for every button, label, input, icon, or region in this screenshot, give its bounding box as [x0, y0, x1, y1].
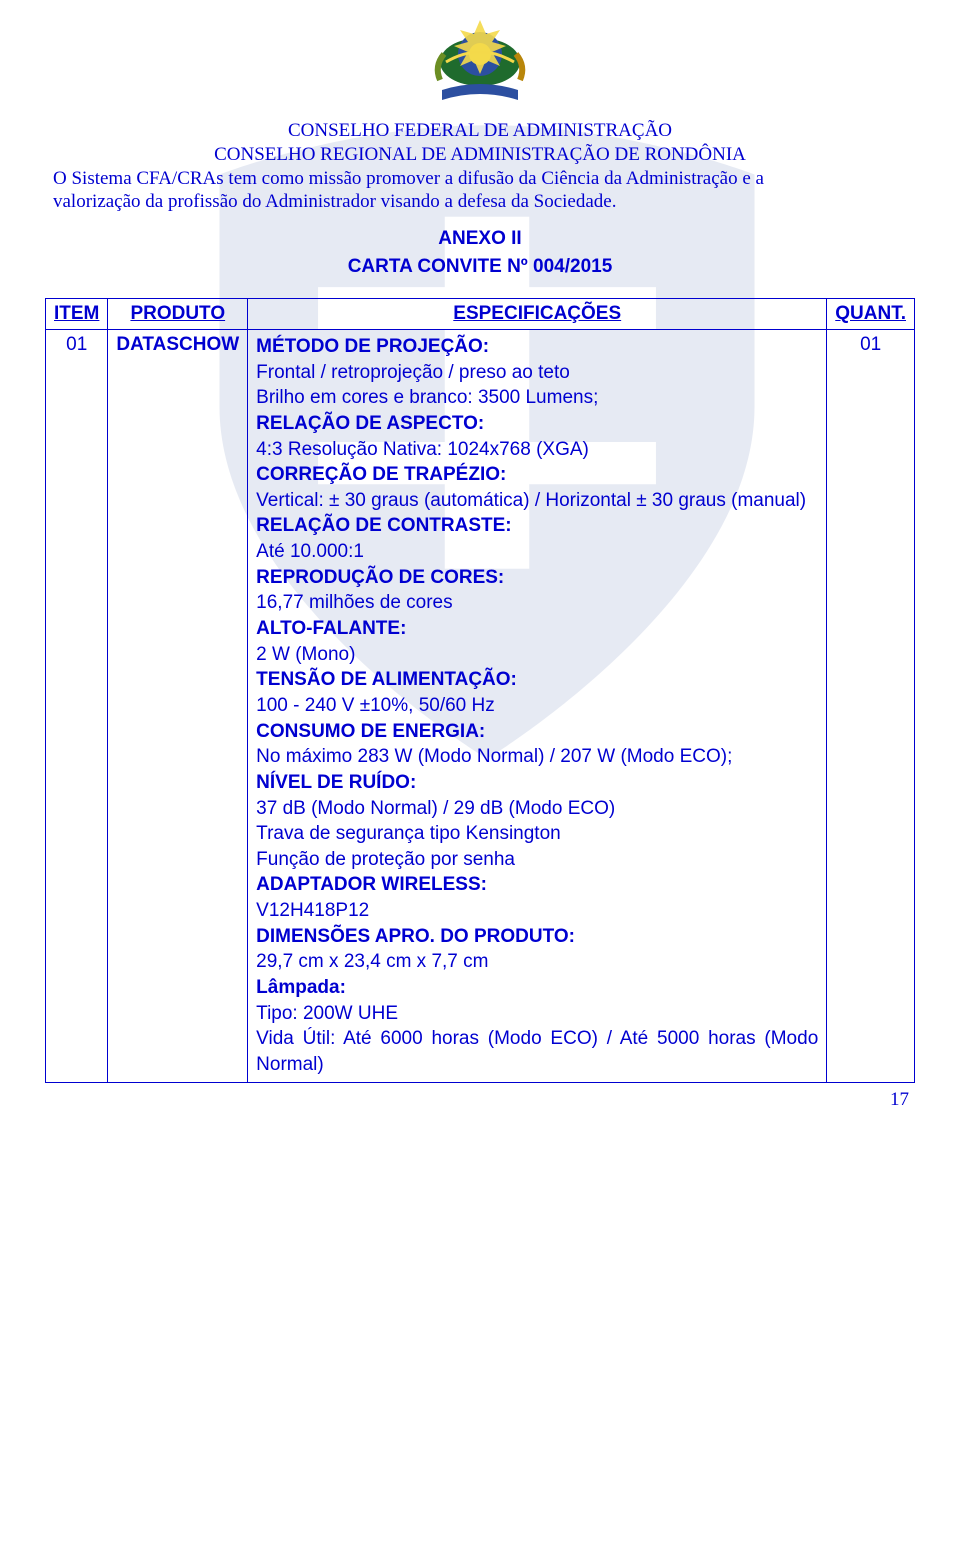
th-quant: QUANT. [827, 299, 915, 330]
label-cores: REPRODUÇÃO DE CORES: [256, 567, 504, 588]
label-contraste: RELAÇÃO DE CONTRASTE: [256, 515, 511, 536]
val-contraste: Até 10.000:1 [256, 541, 364, 562]
label-aspecto: RELAÇÃO DE ASPECTO: [256, 413, 484, 434]
label-dimensoes: DIMENSÕES APRO. DO PRODUTO: [256, 926, 575, 947]
carta-title: CARTA CONVITE Nº 004/2015 [45, 256, 915, 278]
label-correcao: CORREÇÃO DE TRAPÉZIO: [256, 464, 506, 485]
val-ruido: 37 dB (Modo Normal) / 29 dB (Modo ECO) [256, 798, 615, 819]
val-lampada1: Tipo: 200W UHE [256, 1003, 398, 1024]
label-lampada: Lâmpada: [256, 977, 346, 998]
val-trava: Trava de segurança tipo Kensington [256, 823, 561, 844]
label-metodo: MÉTODO DE PROJEÇÃO: [256, 336, 489, 357]
label-adaptador: ADAPTADOR WIRELESS: [256, 874, 487, 895]
val-dimensoes: 29,7 cm x 23,4 cm x 7,7 cm [256, 951, 488, 972]
val-funcao: Função de proteção por senha [256, 849, 515, 870]
val-alto: 2 W (Mono) [256, 644, 355, 665]
cell-quant: 01 [827, 330, 915, 1083]
brazil-crest-icon [45, 10, 915, 115]
th-item: ITEM [46, 299, 108, 330]
val-adaptador: V12H418P12 [256, 900, 369, 921]
page-number: 17 [45, 1089, 915, 1111]
header-line1: CONSELHO FEDERAL DE ADMINISTRAÇÃO [45, 119, 915, 143]
header-mission1: O Sistema CFA/CRAs tem como missão promo… [53, 167, 907, 191]
val-metodo: Frontal / retroprojeção / preso ao teto [256, 362, 570, 383]
table-header-row: ITEM PRODUTO ESPECIFICAÇÕES QUANT. [46, 299, 915, 330]
label-tensao: TENSÃO DE ALIMENTAÇÃO: [256, 669, 517, 690]
val-cores: 16,77 milhões de cores [256, 592, 452, 613]
cell-item: 01 [46, 330, 108, 1083]
anexo-title: ANEXO II [45, 228, 915, 250]
header-mission2: valorização da profissão do Administrado… [53, 190, 907, 214]
header-line2: CONSELHO REGIONAL DE ADMINISTRAÇÃO DE RO… [45, 143, 915, 167]
cell-espec: MÉTODO DE PROJEÇÃO: Frontal / retroproje… [248, 330, 827, 1083]
label-alto: ALTO-FALANTE: [256, 618, 406, 639]
val-brilho: Brilho em cores e branco: 3500 Lumens; [256, 387, 598, 408]
val-consumo: No máximo 283 W (Modo Normal) / 207 W (M… [256, 746, 732, 767]
val-correcao: Vertical: ± 30 graus (automática) / Hori… [256, 490, 806, 511]
val-aspecto: 4:3 Resolução Nativa: 1024x768 (XGA) [256, 439, 589, 460]
th-produto: PRODUTO [108, 299, 248, 330]
th-espec: ESPECIFICAÇÕES [248, 299, 827, 330]
document-header: CONSELHO FEDERAL DE ADMINISTRAÇÃO CONSEL… [45, 119, 915, 214]
label-consumo: CONSUMO DE ENERGIA: [256, 721, 485, 742]
val-lampada2: Vida Útil: Até 6000 horas (Modo ECO) / A… [256, 1028, 818, 1075]
val-tensao: 100 - 240 V ±10%, 50/60 Hz [256, 695, 495, 716]
table-row: 01 DATASCHOW MÉTODO DE PROJEÇÃO: Frontal… [46, 330, 915, 1083]
spec-table: ITEM PRODUTO ESPECIFICAÇÕES QUANT. 01 DA… [45, 298, 915, 1083]
cell-produto: DATASCHOW [108, 330, 248, 1083]
label-ruido: NÍVEL DE RUÍDO: [256, 772, 416, 793]
